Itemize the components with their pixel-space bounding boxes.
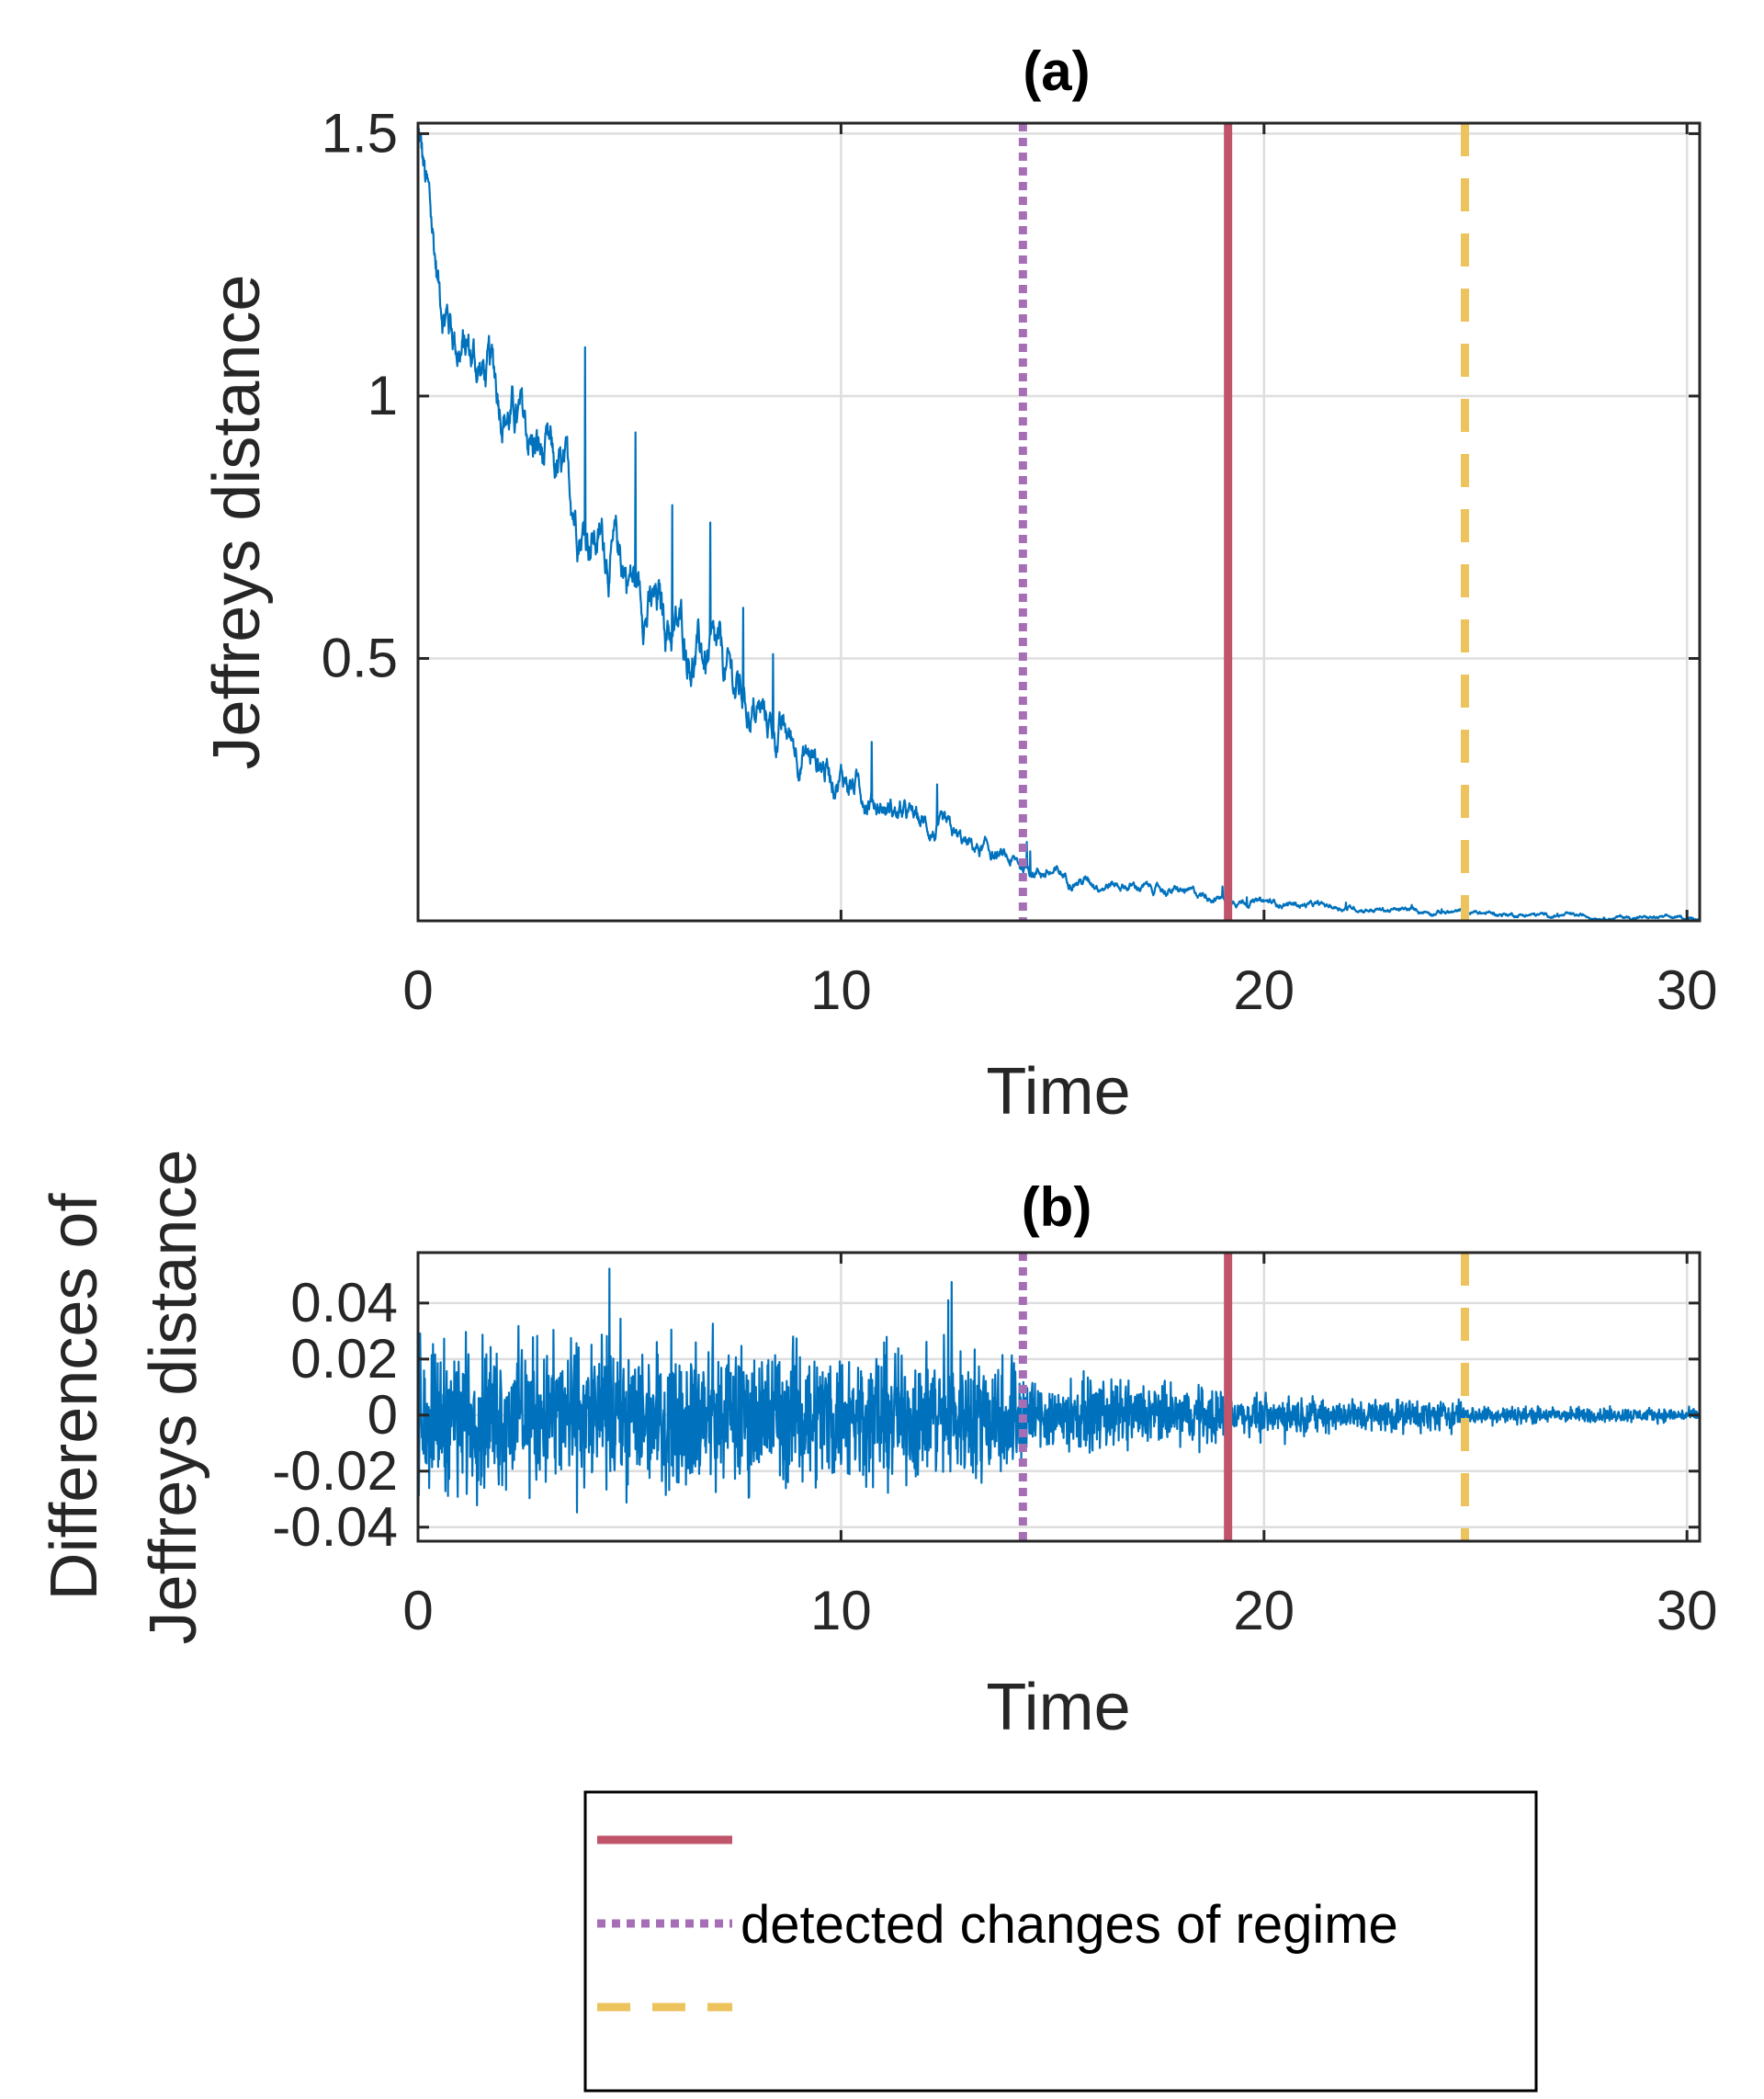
xtick-label: 10: [810, 1580, 872, 1641]
series-line: [417, 128, 1701, 922]
xtick-label: 30: [1657, 959, 1718, 1021]
xtick-label: 10: [810, 959, 872, 1021]
panel-b-ylabel-line2: Jeffreys distance: [137, 1150, 210, 1645]
panel-a-grid: [418, 123, 1700, 921]
xtick-label: 30: [1657, 1580, 1718, 1641]
panel-a-axes-box: [416, 121, 1702, 923]
panel-b-vlines: [1018, 1253, 1469, 1541]
xtick-label: 0: [402, 1580, 433, 1641]
panel-a-xlabel: Time: [986, 1055, 1130, 1129]
panel-a-vlines: [1018, 123, 1469, 921]
panel-a-ticks: 0 10 20 30 0.5 1 1.5: [322, 102, 1718, 1021]
panel-a-series: [417, 128, 1701, 922]
xtick-label: 20: [1233, 959, 1295, 1021]
xtick-label: 0: [402, 959, 433, 1021]
ytick-label: 0.02: [290, 1328, 398, 1390]
panel-b-ylabel-line1: Differences of: [38, 1193, 111, 1601]
ytick-label: 0.5: [322, 627, 398, 688]
panel-a: (a) 0 10 20 30 0.5 1 1.5 Time Jeffreys distanc…: [200, 40, 1718, 1129]
panel-b-xlabel: Time: [986, 1671, 1130, 1744]
series-line: [416, 1267, 1702, 1514]
panel-a-ylabel: Jeffreys distance: [200, 275, 274, 770]
panel-b-series: [416, 1267, 1702, 1514]
legend-box: [583, 1790, 1538, 2093]
ytick-label: -0.04: [272, 1496, 398, 1558]
ytick-label: 0.04: [290, 1272, 398, 1333]
ytick-label: 0: [368, 1384, 398, 1446]
xtick-label: 20: [1233, 1580, 1295, 1641]
ytick-label: -0.02: [272, 1440, 398, 1502]
ytick-label: 1: [368, 365, 398, 426]
legend-label: detected changes of regime: [741, 1895, 1398, 1955]
ytick-label: 1.5: [322, 102, 398, 164]
panel-b-title: (b): [1022, 1176, 1092, 1238]
legend: detected changes of regime: [583, 1790, 1538, 2093]
panel-b-axes-box: [416, 1251, 1702, 1543]
panel-a-title: (a): [1023, 40, 1090, 102]
